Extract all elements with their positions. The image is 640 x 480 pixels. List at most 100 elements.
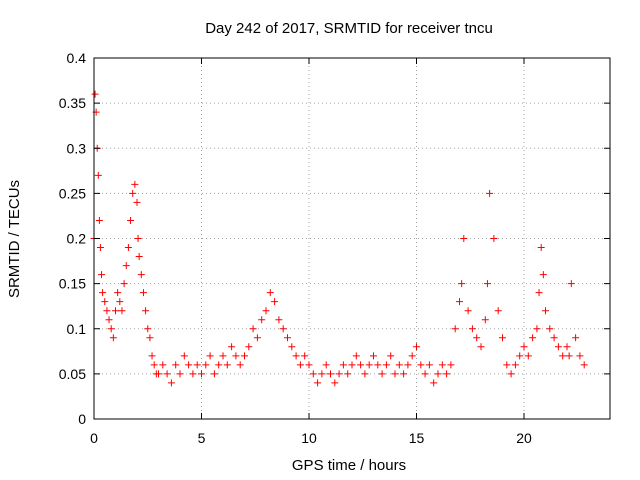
- data-point: [483, 280, 491, 288]
- data-point: [535, 289, 543, 297]
- data-point: [400, 370, 408, 378]
- data-point: [245, 343, 253, 351]
- data-point: [361, 370, 369, 378]
- data-point: [144, 325, 152, 333]
- data-point: [425, 361, 433, 369]
- y-tick-label: 0.35: [59, 95, 86, 111]
- data-point: [150, 361, 158, 369]
- data-point: [103, 307, 111, 315]
- x-tick-label: 5: [198, 430, 206, 446]
- data-point: [447, 361, 455, 369]
- data-point: [430, 379, 438, 387]
- data-point: [580, 361, 588, 369]
- data-point: [148, 352, 156, 360]
- x-axis-ticks: 0 5 10 15 20: [90, 58, 532, 446]
- data-point: [378, 370, 386, 378]
- data-point: [275, 316, 283, 324]
- data-point: [284, 334, 291, 342]
- data-point: [139, 289, 147, 297]
- data-point: [94, 171, 102, 179]
- data-point: [118, 307, 126, 315]
- data-point: [486, 189, 494, 197]
- data-point: [134, 235, 142, 242]
- data-point: [232, 352, 240, 360]
- data-point: [116, 298, 124, 306]
- data-point: [135, 253, 143, 261]
- data-point: [546, 325, 554, 333]
- data-point: [554, 343, 562, 351]
- data-point: [327, 370, 334, 378]
- data-point: [159, 361, 167, 369]
- data-point: [98, 271, 106, 279]
- data-point: [185, 361, 193, 369]
- data-point: [322, 361, 330, 369]
- data-point: [210, 370, 218, 378]
- data-point: [124, 244, 132, 252]
- data-point: [494, 307, 502, 315]
- data-point: [114, 289, 122, 297]
- data-point: [357, 361, 365, 369]
- data-point: [109, 334, 117, 342]
- data-point: [331, 379, 339, 387]
- data-point: [101, 298, 109, 306]
- grid-lines: [94, 58, 610, 419]
- data-point: [563, 343, 571, 351]
- y-tick-label: 0.1: [67, 321, 87, 337]
- data-point: [163, 370, 171, 378]
- data-point: [365, 361, 373, 369]
- data-point: [464, 307, 472, 315]
- data-point: [258, 316, 266, 324]
- data-point: [296, 361, 304, 369]
- data-point: [348, 361, 356, 369]
- data-point: [565, 352, 573, 360]
- data-point: [490, 235, 498, 242]
- data-point: [387, 352, 395, 360]
- data-point: [146, 334, 154, 342]
- data-point: [533, 325, 541, 333]
- data-point: [529, 334, 537, 342]
- data-point: [559, 352, 567, 360]
- data-point: [314, 379, 322, 387]
- data-point: [96, 244, 104, 252]
- data-point: [576, 352, 584, 360]
- y-tick-label: 0.2: [67, 231, 87, 247]
- data-point: [131, 180, 139, 188]
- data-point: [550, 334, 558, 342]
- data-point: [567, 280, 575, 288]
- data-point: [180, 352, 188, 360]
- data-point: [542, 307, 549, 315]
- data-point: [249, 325, 257, 333]
- data-point: [537, 244, 545, 252]
- data-point: [167, 379, 175, 387]
- data-point: [120, 280, 128, 288]
- data-point: [417, 361, 425, 369]
- data-point: [228, 343, 236, 351]
- data-point: [215, 361, 223, 369]
- data-point: [516, 352, 524, 360]
- data-point: [142, 307, 150, 315]
- x-axis-label: GPS time / hours: [292, 457, 406, 474]
- data-point: [241, 352, 248, 360]
- data-point: [198, 370, 205, 378]
- data-point: [305, 361, 313, 369]
- data-point: [344, 370, 352, 378]
- data-point: [206, 352, 214, 360]
- data-point: [266, 289, 274, 297]
- x-tick-label: 15: [409, 430, 425, 446]
- data-point: [468, 325, 476, 333]
- data-point: [271, 298, 279, 306]
- data-point: [352, 352, 360, 360]
- data-points: [90, 90, 588, 387]
- data-point: [539, 271, 547, 279]
- y-tick-label: 0.25: [59, 185, 86, 201]
- data-point: [279, 325, 287, 333]
- data-point: [292, 352, 300, 360]
- data-point: [91, 90, 99, 98]
- data-point: [155, 370, 162, 378]
- data-point: [503, 361, 511, 369]
- data-point: [99, 289, 107, 297]
- data-point: [262, 307, 270, 315]
- data-point: [301, 352, 309, 360]
- data-point: [434, 370, 442, 378]
